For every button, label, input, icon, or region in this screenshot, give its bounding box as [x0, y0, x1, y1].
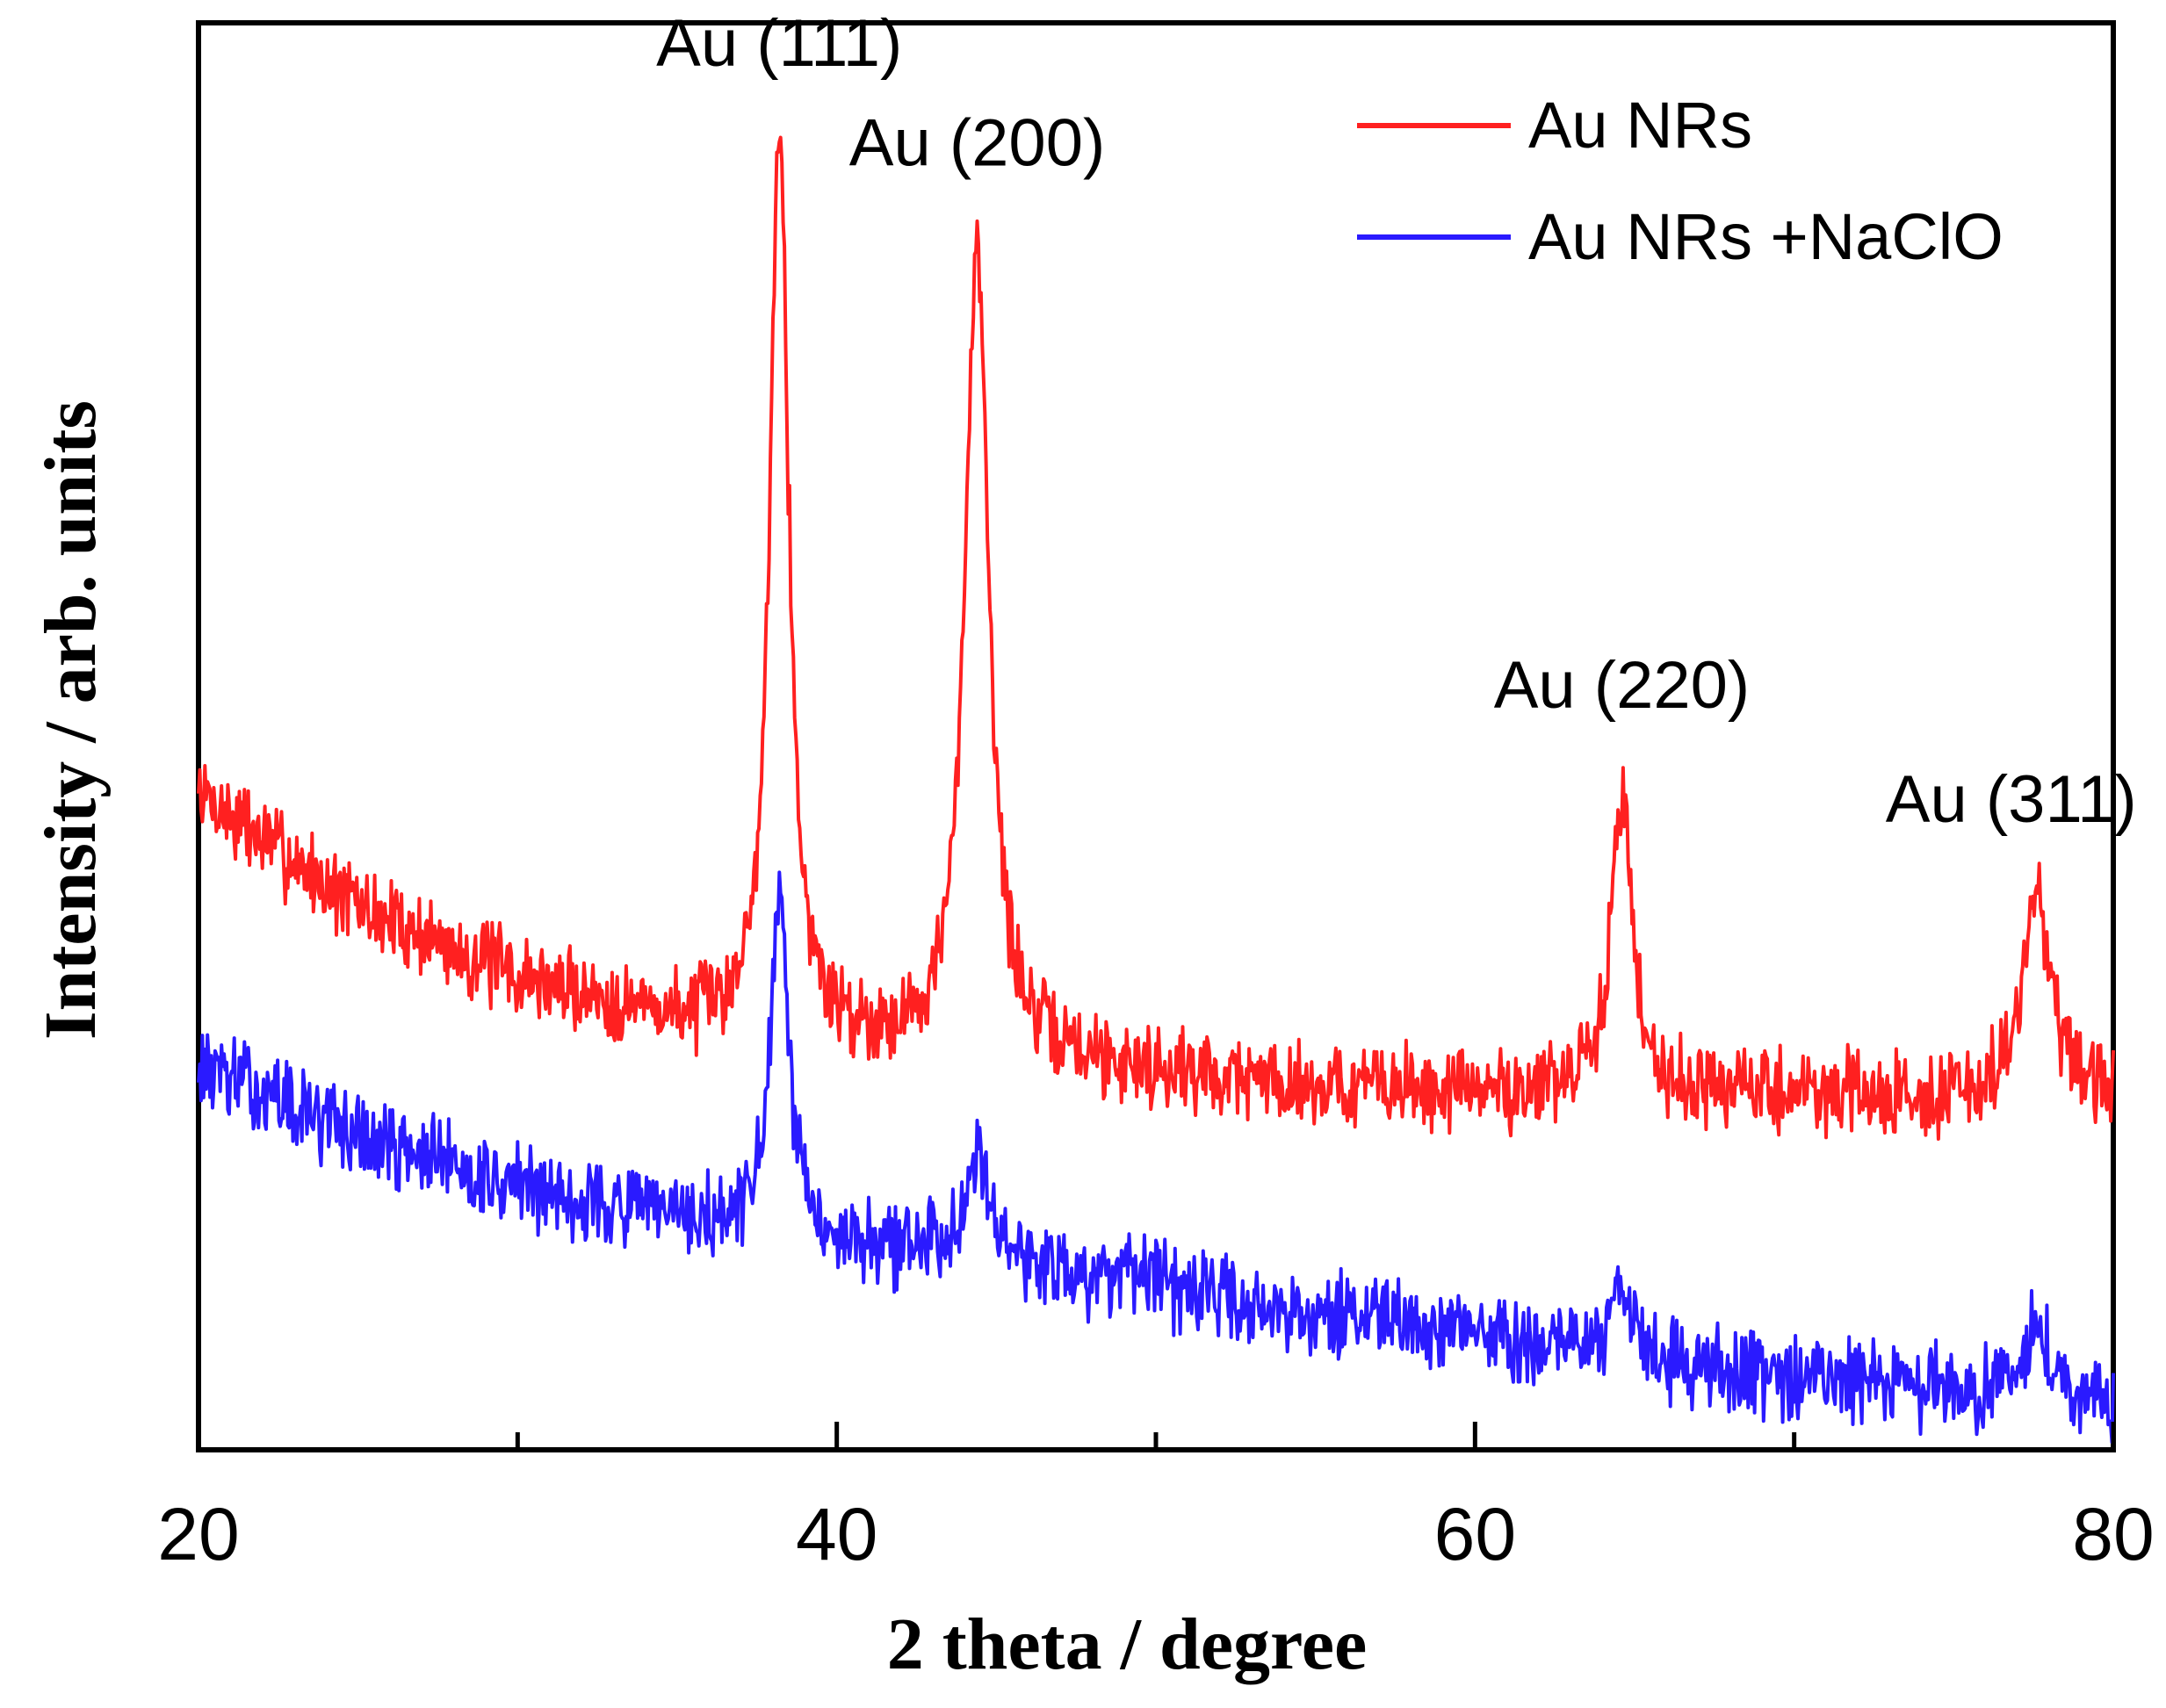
x-tick-label: 20 [157, 1493, 239, 1575]
legend: Au NRs Au NRs +NaClO [1357, 89, 2004, 273]
peak-label: Au (200) [849, 106, 1106, 181]
legend-label-au-nrs: Au NRs [1528, 89, 1752, 162]
series-line-au-nrs-naclo [197, 870, 2115, 1445]
x-tick-label: 60 [1434, 1493, 1516, 1575]
peak-label: Au (311) [1886, 762, 2137, 837]
x-tick-label: 80 [2072, 1493, 2154, 1575]
legend-label-au-nrs-naclo: Au NRs +NaClO [1528, 200, 2004, 273]
y-axis-title: Intensity / arb. units [30, 400, 112, 1040]
peak-annotations: Au (111) Au (200) Au (220) Au (311) [656, 6, 2137, 837]
x-axis-title: 2 theta / degree [887, 1604, 1368, 1685]
x-tick-label: 40 [796, 1493, 877, 1575]
x-ticks: 20 40 60 80 [157, 1422, 2155, 1575]
peak-label: Au (220) [1494, 648, 1751, 723]
series-layer [197, 135, 2115, 1445]
series-line-au-nrs [197, 135, 2115, 1141]
peak-label: Au (111) [656, 6, 902, 81]
